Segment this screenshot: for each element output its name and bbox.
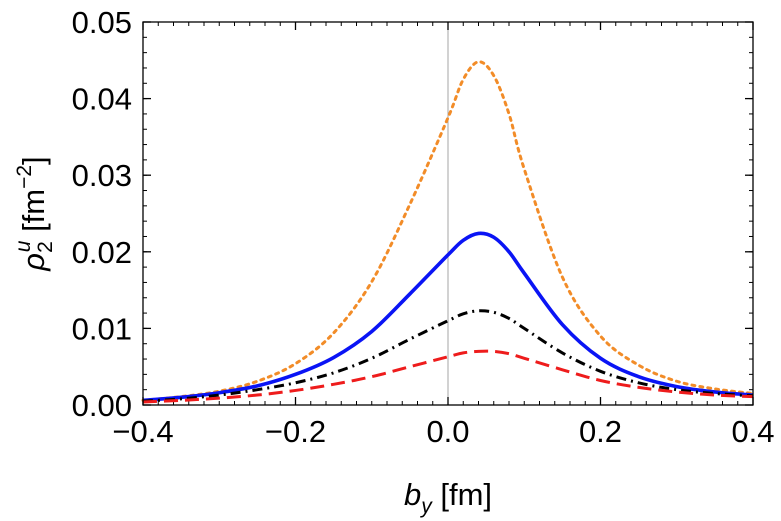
y-tick-label: 0.03 [72, 158, 132, 193]
x-tick-label: −0.2 [265, 414, 326, 449]
x-axis-title: by [fm] [404, 477, 492, 518]
minor-ticks [142, 21, 754, 406]
y-axis-title-unit: [fm [16, 189, 51, 241]
series-line-dotted [141, 60, 755, 402]
y-axis-title: ρ2u [fm−2] [12, 156, 57, 271]
series-layer [141, 60, 755, 404]
y-tick-label: 0.00 [72, 388, 132, 423]
y-axis-title-unit-close: ] [16, 156, 51, 165]
x-axis-title-unit: [fm] [432, 477, 492, 512]
series-line-solid [142, 231, 754, 403]
y-axis-ticks: 0.00 0.01 0.02 0.03 0.04 0.05 [72, 5, 753, 423]
series-line-dashdot [142, 309, 754, 403]
y-axis-title-sup: u [12, 240, 35, 252]
y-axis-title-sub: 2 [34, 241, 57, 253]
x-axis-title-base: b [404, 477, 421, 512]
x-tick-label: 0.2 [579, 414, 622, 449]
x-tick-label: 0.4 [731, 414, 774, 449]
x-axis-ticks: −0.4 −0.2 0.0 0.2 0.4 [112, 22, 775, 449]
y-tick-label: 0.04 [72, 82, 132, 117]
y-tick-label: 0.05 [72, 5, 132, 40]
x-axis-title-sub: y [419, 495, 433, 518]
y-tick-label: 0.02 [72, 235, 132, 270]
series-line-dashed [142, 349, 754, 404]
y-axis-title-base: ρ [16, 253, 51, 272]
y-tick-label: 0.01 [72, 311, 132, 346]
x-tick-label: 0.0 [426, 414, 469, 449]
y-axis-title-unit-sup: −2 [13, 165, 36, 189]
x-tick-label: −0.4 [112, 414, 173, 449]
